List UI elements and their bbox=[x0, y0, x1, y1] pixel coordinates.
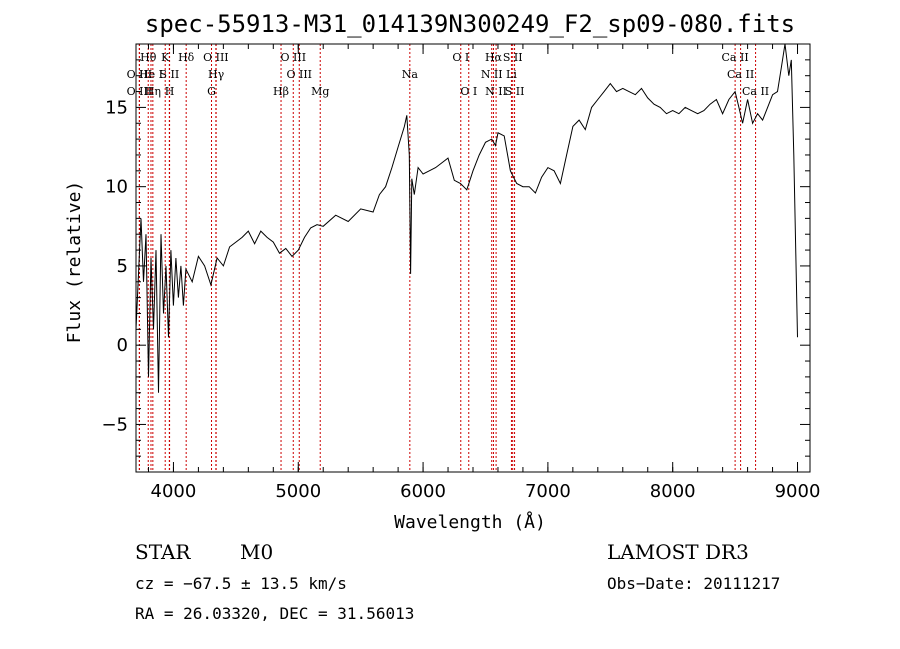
line-label-4: Hη bbox=[145, 85, 161, 98]
line-label-13: O III bbox=[280, 51, 306, 64]
y-tick-label-4: 15 bbox=[105, 97, 128, 118]
y-tick-label-2: 5 bbox=[117, 256, 128, 277]
line-label-15: Mg bbox=[311, 85, 329, 98]
y-axis-label: Flux (relative) bbox=[64, 181, 85, 344]
survey-name: LAMOST DR3 bbox=[607, 540, 749, 564]
line-label-17: O I bbox=[452, 51, 469, 64]
line-label-14: O III bbox=[286, 68, 312, 81]
line-label-22: S II bbox=[503, 51, 523, 64]
line-label-0: O III bbox=[127, 68, 153, 81]
chart-title: spec-55913-M31_014139N300249_F2_sp09-080… bbox=[145, 10, 795, 38]
x-tick-label-0: 4000 bbox=[151, 481, 197, 502]
line-label-3: He I bbox=[139, 68, 163, 81]
x-tick-label-3: 7000 bbox=[525, 481, 571, 502]
observation-date: Obs−Date: 20111217 bbox=[607, 574, 781, 593]
redshift-cz: cz = −67.5 ± 13.5 km/s bbox=[135, 574, 347, 593]
x-tick-label-5: 9000 bbox=[775, 481, 821, 502]
line-label-23: Li bbox=[506, 68, 517, 81]
line-label-5: K bbox=[161, 51, 170, 64]
y-tick-label-0: −5 bbox=[101, 414, 128, 435]
line-label-6: S II bbox=[159, 68, 179, 81]
line-label-27: Ca II bbox=[742, 85, 769, 98]
line-label-20: N II bbox=[481, 68, 503, 81]
x-axis-label: Wavelength (Å) bbox=[394, 511, 546, 533]
line-label-26: Ca II bbox=[727, 68, 754, 81]
spectral-line-labels: O III O III Hθ He I Hη K S II H Hδ G O III Hγ Hβ O II… bbox=[127, 51, 770, 98]
line-label-12: Hβ bbox=[273, 85, 289, 98]
line-label-9: G bbox=[207, 85, 216, 98]
object-class: STAR bbox=[135, 540, 191, 564]
coordinates: RA = 26.03320, DEC = 31.56013 bbox=[135, 604, 415, 623]
plot-frame bbox=[135, 43, 811, 473]
line-label-24: S II bbox=[505, 85, 525, 98]
line-label-2: Hθ bbox=[140, 51, 157, 64]
x-tick-label-4: 8000 bbox=[650, 481, 696, 502]
y-tick-label-1: 0 bbox=[117, 335, 128, 356]
object-subclass: M0 bbox=[240, 540, 274, 564]
y-tick-label-3: 10 bbox=[105, 177, 128, 198]
line-label-7: H bbox=[165, 85, 175, 98]
y-axis-ticks: −5 0 5 10 15 bbox=[101, 43, 810, 457]
line-label-18: O I bbox=[460, 85, 477, 98]
spectral-line-markers bbox=[138, 44, 757, 472]
line-label-8: Hδ bbox=[178, 51, 195, 64]
x-tick-label-2: 6000 bbox=[400, 481, 446, 502]
x-axis-ticks: 4000 5000 6000 7000 8000 9000 bbox=[147, 44, 821, 502]
line-label-10: O III bbox=[203, 51, 229, 64]
spectrum-line bbox=[135, 43, 798, 393]
line-label-16: Na bbox=[402, 68, 419, 81]
line-label-25: Ca II bbox=[722, 51, 749, 64]
x-tick-label-1: 5000 bbox=[275, 481, 321, 502]
line-label-21: N II bbox=[485, 85, 507, 98]
line-label-11: Hγ bbox=[208, 68, 225, 81]
line-label-19: Hα bbox=[485, 51, 503, 64]
